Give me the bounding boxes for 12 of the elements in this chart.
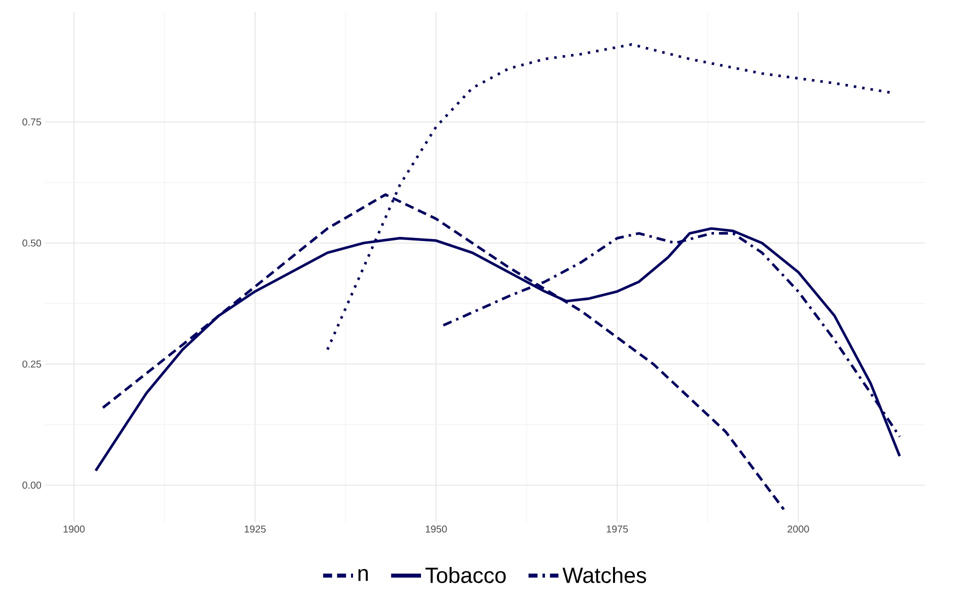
y-tick-label: 0.25 xyxy=(22,360,42,368)
x-tick-label: 1925 xyxy=(244,526,266,533)
x-tick-label: 1950 xyxy=(426,526,447,533)
y-tick-label: 0.50 xyxy=(22,240,42,247)
x-tick-label: 2000 xyxy=(788,526,809,533)
x-tick-label: 1900 xyxy=(64,526,85,533)
y-tick-label: 0.00 xyxy=(22,482,42,489)
legend-label: Watches xyxy=(562,566,646,584)
x-tick-label: 1975 xyxy=(606,526,628,533)
legend-label: Tobacco xyxy=(425,566,506,584)
legend-label: n xyxy=(358,569,368,581)
y-tick-label: 0.75 xyxy=(22,118,42,126)
